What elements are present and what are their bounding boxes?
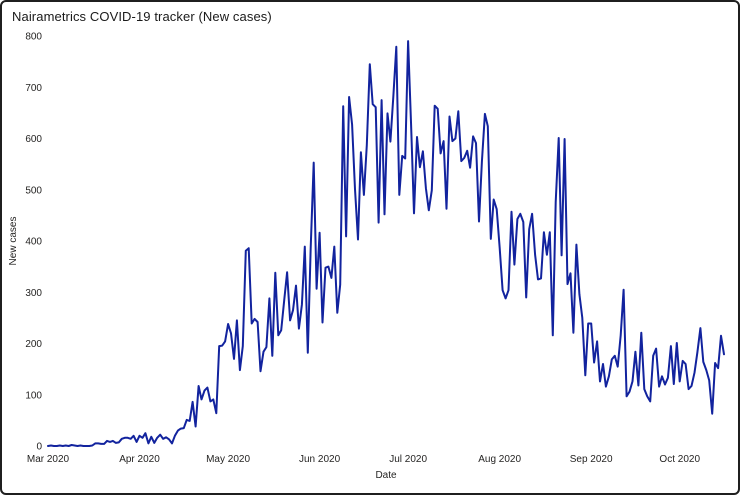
y-axis-tick-label: 800 <box>25 32 42 43</box>
x-axis-tick-label: May 2020 <box>206 454 250 465</box>
x-axis-tick-label: Aug 2020 <box>478 454 521 465</box>
y-axis-tick-label: 700 <box>25 83 42 94</box>
x-axis-tick-label: Mar 2020 <box>27 454 70 465</box>
y-axis-tick-label: 100 <box>25 390 42 401</box>
y-axis-tick-label: 400 <box>25 237 42 248</box>
x-axis-title: Date <box>375 470 397 481</box>
line-chart-svg[interactable]: 0 100 200 300 400 500 600 700 800 Mar 2020 Apr 202… <box>2 26 738 488</box>
x-axis-tick-label: Oct 2020 <box>659 454 700 465</box>
x-axis-tick-label: Apr 2020 <box>119 454 160 465</box>
x-axis-tick-label: Jun 2020 <box>299 454 341 465</box>
new-cases-line-series[interactable] <box>47 40 725 447</box>
x-axis-tick-label: Sep 2020 <box>570 454 613 465</box>
chart-title: Nairametrics COVID-19 tracker (New cases… <box>12 9 272 24</box>
y-axis-tick-label: 0 <box>36 442 42 453</box>
y-axis-tick-label: 600 <box>25 134 42 145</box>
y-axis-tick-label: 300 <box>25 288 42 299</box>
y-axis-tick-label: 500 <box>25 185 42 196</box>
x-axis-tick-label: Jul 2020 <box>389 454 427 465</box>
y-axis-title: New cases <box>8 217 19 266</box>
line-chart-plot-area[interactable]: 0 100 200 300 400 500 600 700 800 Mar 2020 Apr 202… <box>2 26 738 488</box>
y-axis-tick-label: 200 <box>25 339 42 350</box>
